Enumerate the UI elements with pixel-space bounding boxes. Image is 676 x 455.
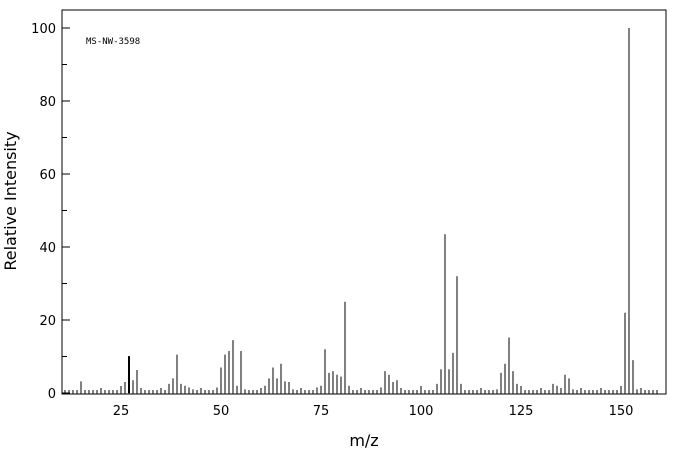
x-tick-label: 150 (609, 404, 634, 419)
y-tick-label: 60 (39, 168, 56, 183)
y-tick-label: 100 (31, 22, 56, 37)
x-tick-label: 100 (409, 404, 434, 419)
y-axis-title: Relative Intensity (1, 131, 20, 270)
x-tick-label: 75 (313, 404, 330, 419)
plot-frame (61, 9, 667, 395)
x-axis-title: m/z (349, 431, 378, 450)
x-tick-label: 25 (113, 404, 130, 419)
y-tick-label: 80 (39, 95, 56, 110)
x-tick-label: 125 (509, 404, 534, 419)
y-tick-label: 40 (39, 241, 56, 256)
y-tick-label: 20 (39, 314, 56, 329)
spectrum-id-label: MS-NW-3598 (86, 37, 140, 47)
x-axis-ticks: 25 50 75 100 125 150 (64, 386, 658, 419)
y-tick-label: 0 (48, 387, 56, 402)
y-axis-ticks: 0 20 40 60 80 100 (31, 22, 70, 402)
x-tick-label: 50 (213, 404, 230, 419)
peaks-group (80, 28, 638, 393)
